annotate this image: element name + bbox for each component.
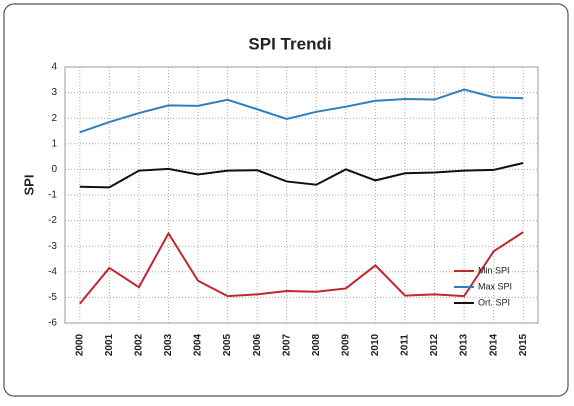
series-line [79,162,524,189]
x-tick-label: 2013 [459,333,470,356]
y-tick-label: -1 [48,190,57,201]
series-line [79,88,524,134]
y-tick-label: -4 [48,266,57,277]
x-tick-label: 2010 [370,333,381,356]
x-tick-label: 2003 [163,333,174,356]
x-tick-label: 2006 [252,333,263,356]
x-tick-label: 2012 [429,333,440,356]
legend-label: Ort. SPI [478,297,510,307]
legend-label: Min SPI [478,265,510,275]
plot-area [64,66,539,324]
x-tick-label: 2014 [488,333,499,356]
y-axis-label: SPI [21,175,36,196]
y-tick-label: -6 [48,318,57,329]
y-tick-label: -3 [48,241,57,252]
x-tick-label: 2005 [222,333,233,356]
y-tick-label: 4 [51,62,57,73]
x-tick-label: 2009 [340,333,351,356]
x-tick-label: 2008 [311,333,322,356]
x-tick-label: 2002 [134,333,145,356]
x-tick-label: 2000 [74,333,85,356]
x-tick-label: 2007 [281,333,292,356]
legend-label: Max SPI [478,281,512,291]
y-tick-label: 0 [51,164,57,175]
chart-frame [3,3,569,397]
x-tick-label: 2011 [400,334,411,356]
y-tick-label: 2 [51,113,57,124]
y-tick-label: 1 [51,138,57,149]
series-line [79,231,524,305]
y-tick-label: -2 [48,215,57,226]
x-tick-label: 2004 [193,333,204,356]
chart-title: SPI Trendi [248,34,331,53]
y-tick-label: 3 [51,87,57,98]
x-tick-label: 2001 [104,333,115,356]
x-tick-label: 2015 [518,333,529,356]
y-tick-label: -5 [48,292,57,303]
